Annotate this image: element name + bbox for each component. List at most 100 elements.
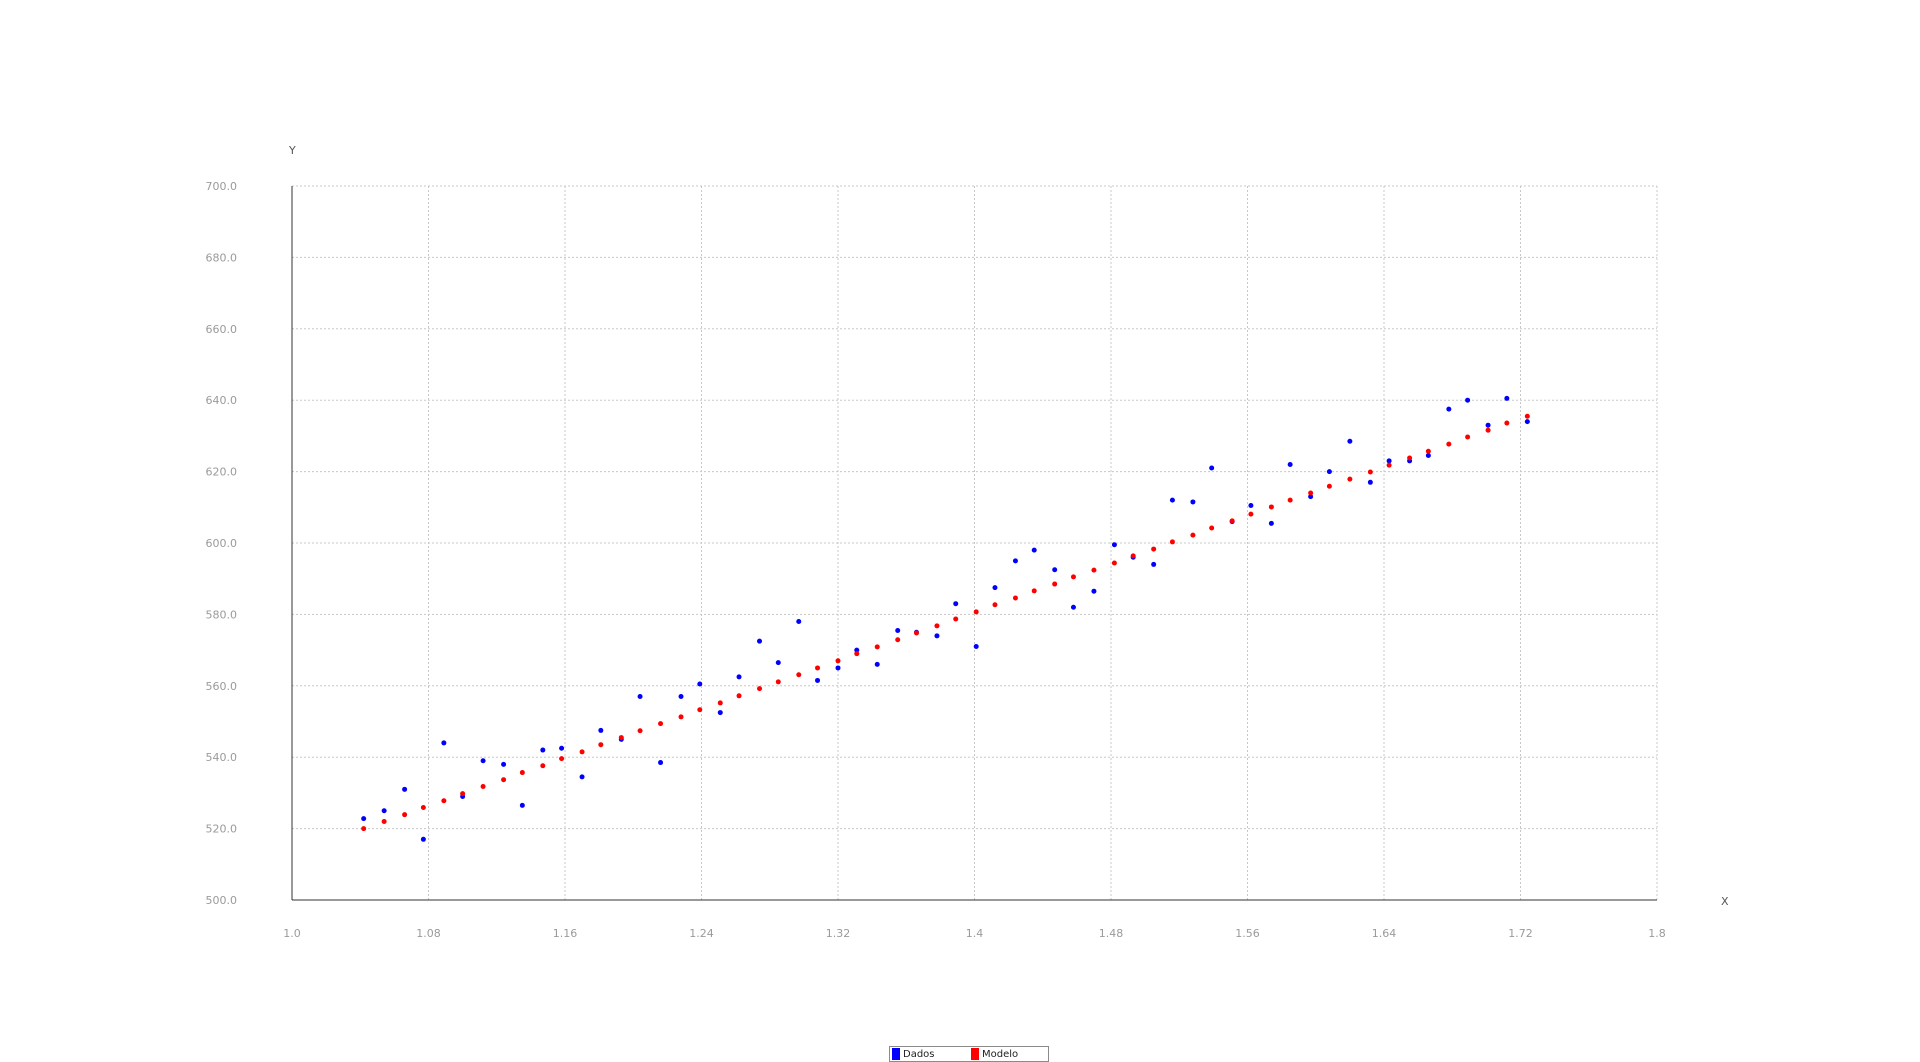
point-dados (441, 740, 447, 746)
point-dados (973, 644, 979, 650)
point-dados (934, 633, 940, 639)
point-modelo (895, 637, 901, 643)
point-modelo (1151, 546, 1157, 552)
point-dados (381, 808, 387, 814)
point-dados (717, 710, 723, 716)
x-tick-label: 1.48 (1099, 927, 1124, 940)
point-dados (658, 760, 664, 766)
point-dados (1190, 499, 1196, 505)
point-dados (1031, 547, 1037, 553)
point-modelo (1130, 553, 1136, 559)
point-dados (1485, 422, 1491, 428)
point-dados (1169, 497, 1175, 503)
point-dados (579, 774, 585, 780)
point-modelo (1465, 434, 1471, 440)
point-modelo (1012, 595, 1018, 601)
point-modelo (1407, 455, 1413, 461)
x-tick-label: 1.08 (416, 927, 441, 940)
x-tick-label: 1.32 (826, 927, 851, 940)
point-dados (815, 677, 821, 683)
legend-swatch-modelo (971, 1048, 979, 1060)
point-modelo (1190, 532, 1196, 538)
point-dados (895, 627, 901, 633)
x-tick-label: 1.16 (553, 927, 578, 940)
y-tick-label: 580.0 (206, 608, 238, 621)
point-modelo (835, 658, 841, 664)
point-dados (480, 758, 486, 764)
grid (292, 185, 1658, 900)
x-tick-label: 1.24 (689, 927, 714, 940)
point-dados (697, 681, 703, 687)
point-modelo (815, 665, 821, 671)
point-modelo (973, 609, 979, 615)
y-tick-label: 640.0 (206, 394, 238, 407)
point-modelo (1052, 581, 1058, 587)
point-modelo (1287, 497, 1293, 503)
point-dados (1111, 542, 1117, 548)
point-modelo (579, 749, 585, 755)
x-tick-label: 1.0 (283, 927, 301, 940)
point-modelo (1248, 511, 1254, 517)
point-dados (1012, 558, 1018, 564)
point-modelo (992, 602, 998, 608)
x-tick-label: 1.4 (966, 927, 984, 940)
point-dados (559, 745, 565, 751)
point-modelo (1091, 567, 1097, 573)
tick-labels: 1.0 1.08 1.16 1.24 1.32 1.4 1.48 1.56 1.64 1.72 1.… (206, 180, 1666, 940)
point-modelo (1031, 588, 1037, 594)
y-tick-label: 660.0 (206, 323, 238, 336)
point-dados (1052, 567, 1058, 573)
y-tick-label: 540.0 (206, 751, 238, 764)
point-modelo (361, 826, 367, 832)
point-modelo (796, 672, 802, 678)
point-modelo (381, 818, 387, 824)
point-dados (1070, 604, 1076, 610)
point-modelo (598, 742, 604, 748)
point-modelo (540, 763, 546, 769)
point-modelo (757, 686, 763, 692)
point-dados (1425, 453, 1431, 459)
point-dados (1326, 469, 1332, 475)
point-dados (519, 802, 525, 808)
point-modelo (775, 679, 781, 685)
point-dados (757, 638, 763, 644)
point-dados (874, 661, 880, 667)
point-dados (1151, 561, 1157, 567)
legend-label-dados: Dados (903, 1048, 935, 1060)
x-tick-label: 1.8 (1648, 927, 1666, 940)
point-modelo (1169, 539, 1175, 545)
point-dados (1209, 465, 1215, 471)
point-dados (775, 660, 781, 666)
point-dados (992, 585, 998, 591)
point-modelo (1326, 483, 1332, 489)
point-dados (1347, 438, 1353, 444)
point-modelo (874, 644, 880, 650)
point-modelo (402, 812, 408, 818)
point-modelo (618, 735, 624, 741)
point-dados (420, 836, 426, 842)
point-modelo (1268, 504, 1274, 510)
point-modelo (1485, 427, 1491, 433)
x-tick-label: 1.72 (1508, 927, 1533, 940)
legend-swatch-dados (892, 1048, 900, 1060)
point-modelo (480, 783, 486, 789)
y-axis-title: Y (288, 144, 296, 157)
point-modelo (1209, 525, 1215, 531)
point-dados (1287, 461, 1293, 467)
point-modelo (1524, 413, 1530, 419)
point-dados (1504, 395, 1510, 401)
point-dados (1268, 520, 1274, 526)
point-dados (736, 674, 742, 680)
point-modelo (1386, 462, 1392, 468)
point-modelo (460, 791, 466, 797)
point-dados (598, 727, 604, 733)
x-axis-title: X (1721, 895, 1729, 908)
point-modelo (854, 651, 860, 657)
point-modelo (658, 721, 664, 727)
point-modelo (953, 616, 959, 622)
point-dados (1465, 397, 1471, 403)
legend-item-modelo: Modelo (969, 1047, 1048, 1061)
data-points (361, 395, 1530, 842)
point-modelo (559, 756, 565, 762)
